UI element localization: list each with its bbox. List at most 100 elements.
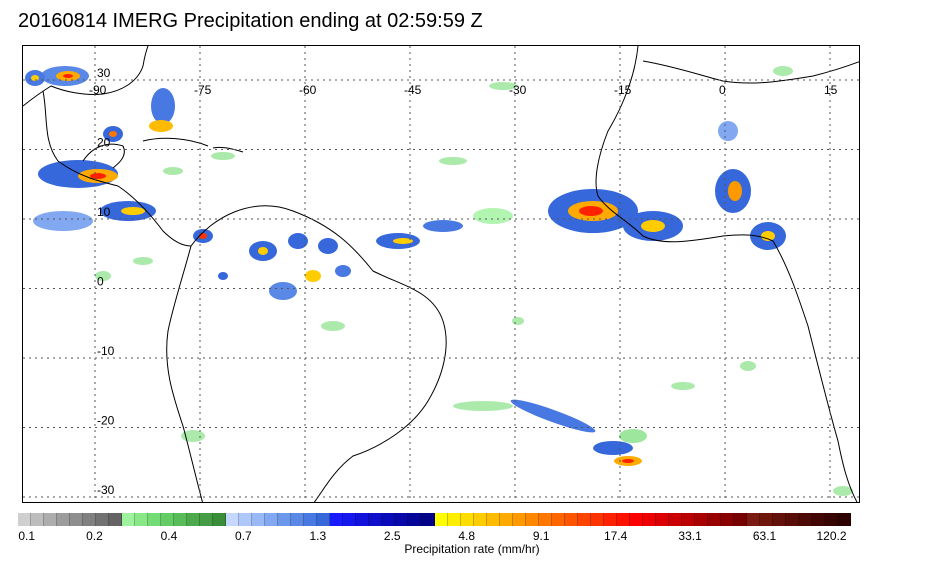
precip-scattered bbox=[95, 66, 853, 496]
coastline-north-america bbox=[23, 46, 149, 107]
colorbar-cell bbox=[590, 513, 604, 526]
colorbar-cell bbox=[31, 513, 45, 526]
lat-tick-label: 0 bbox=[97, 275, 104, 289]
lon-tick-label: -30 bbox=[509, 83, 527, 97]
lat-tick-label: -30 bbox=[97, 483, 115, 497]
colorbar-cell bbox=[421, 513, 435, 526]
colorbar-cell bbox=[603, 513, 617, 526]
colorbar-cell bbox=[707, 513, 721, 526]
colorbar-cell bbox=[824, 513, 838, 526]
colorbar-cell bbox=[655, 513, 669, 526]
colorbar-cell bbox=[525, 513, 539, 526]
colorbar-cell bbox=[291, 513, 305, 526]
colorbar-cell bbox=[57, 513, 71, 526]
colorbar-cell bbox=[252, 513, 266, 526]
colorbar-cell bbox=[382, 513, 396, 526]
coastline-africa bbox=[595, 46, 858, 502]
lon-tick-label: -15 bbox=[614, 83, 632, 97]
colorbar-cell bbox=[434, 513, 448, 526]
colorbar-cell bbox=[330, 513, 344, 526]
lon-tick-label: 0 bbox=[719, 83, 726, 97]
colorbar-cell bbox=[551, 513, 565, 526]
colorbar-cell bbox=[473, 513, 487, 526]
colorbar-cell bbox=[304, 513, 318, 526]
colorbar-label: 0.7 bbox=[235, 529, 252, 543]
colorbar-cell bbox=[733, 513, 747, 526]
lon-tick-label: 15 bbox=[824, 83, 838, 97]
map-title: 20160814 IMERG Precipitation ending at 0… bbox=[18, 10, 483, 32]
colorbar-cell bbox=[265, 513, 279, 526]
colorbar-label: 17.4 bbox=[603, 529, 628, 543]
colorbar-label: 0.2 bbox=[86, 529, 103, 543]
colorbar-cell bbox=[577, 513, 591, 526]
colorbar-cell bbox=[395, 513, 409, 526]
colorbar-cell bbox=[109, 513, 123, 526]
precip-cell-caribbean bbox=[149, 88, 213, 243]
lat-tick-label: -10 bbox=[97, 344, 115, 358]
lon-tick-label: -45 bbox=[404, 83, 422, 97]
colorbar-cell bbox=[226, 513, 240, 526]
colorbar-label: 1.3 bbox=[309, 529, 327, 543]
lat-tick-label: 20 bbox=[97, 136, 111, 150]
colorbar-cell bbox=[642, 513, 656, 526]
colorbar-cell bbox=[148, 513, 162, 526]
colorbar-cell bbox=[486, 513, 500, 526]
lat-tick-label: 30 bbox=[97, 66, 111, 80]
precip-cell-west-africa bbox=[548, 121, 786, 250]
lat-tick-label: 10 bbox=[97, 205, 111, 219]
colorbar-cell bbox=[135, 513, 149, 526]
colorbar-cell bbox=[356, 513, 370, 526]
colorbar-cell bbox=[408, 513, 422, 526]
colorbar-cell bbox=[447, 513, 461, 526]
colorbar-cell bbox=[83, 513, 97, 526]
colorbar-cell bbox=[499, 513, 513, 526]
colorbar-cell bbox=[616, 513, 630, 526]
colorbar-cell bbox=[122, 513, 136, 526]
colorbar-cell bbox=[512, 513, 526, 526]
longitude-labels: -90 -75 -60 -45 -30 -15 0 15 bbox=[89, 83, 838, 97]
precip-cell-itcz bbox=[376, 208, 513, 249]
latitude-labels: 30 20 10 0 -10 -20 -30 bbox=[97, 66, 115, 497]
colorbar-label: 2.5 bbox=[383, 529, 401, 543]
colorbar-cell bbox=[187, 513, 201, 526]
map-panel: -90 -75 -60 -45 -30 -15 0 15 30 20 10 0 -10 -20 -30 bbox=[22, 45, 860, 503]
colorbar-cell bbox=[278, 513, 292, 526]
lon-tick-label: -90 bbox=[89, 83, 107, 97]
colorbar-cell bbox=[811, 513, 825, 526]
colorbar-cell bbox=[694, 513, 708, 526]
coastline-south-america bbox=[166, 205, 447, 502]
coastline-mexico-central-america bbox=[42, 90, 192, 247]
coastline-cuba bbox=[142, 137, 209, 147]
coastline-hispaniola bbox=[212, 146, 244, 153]
colorbar-labels: 0.1 0.2 0.4 0.7 1.3 2.5 4.8 9.1 17.4 33.1 63.1 120.… bbox=[18, 529, 851, 543]
lon-tick-label: -75 bbox=[194, 83, 212, 97]
colorbar-cell bbox=[369, 513, 383, 526]
colorbar-cell bbox=[538, 513, 552, 526]
precipitation-map: -90 -75 -60 -45 -30 -15 0 15 30 20 10 0 -10 -20 -30 bbox=[23, 46, 859, 502]
colorbar-cell bbox=[564, 513, 578, 526]
colorbar-cell bbox=[746, 513, 760, 526]
precip-cell-gulf bbox=[25, 66, 89, 86]
coastlines bbox=[23, 46, 859, 502]
colorbar-cell bbox=[317, 513, 331, 526]
colorbar-cell bbox=[18, 513, 32, 526]
colorbar-cell bbox=[629, 513, 643, 526]
colorbar-label: 9.1 bbox=[532, 529, 550, 543]
colorbar bbox=[18, 513, 851, 526]
colorbar-cell bbox=[837, 513, 851, 526]
colorbar-cell bbox=[44, 513, 58, 526]
coastline-mediterranean bbox=[642, 60, 859, 84]
lon-tick-label: -60 bbox=[299, 83, 317, 97]
colorbar-scale bbox=[18, 513, 851, 526]
colorbar-title: Precipitation rate (mm/hr) bbox=[404, 542, 540, 556]
precipitation-layer bbox=[25, 66, 853, 496]
colorbar-cell bbox=[213, 513, 227, 526]
precip-cell-amazon bbox=[218, 233, 351, 300]
colorbar-cell bbox=[681, 513, 695, 526]
colorbar-cell bbox=[174, 513, 188, 526]
colorbar-cell bbox=[161, 513, 175, 526]
colorbar-cell bbox=[70, 513, 84, 526]
graticule bbox=[23, 46, 859, 502]
colorbar-cell bbox=[343, 513, 357, 526]
colorbar-label: 4.8 bbox=[458, 529, 476, 543]
